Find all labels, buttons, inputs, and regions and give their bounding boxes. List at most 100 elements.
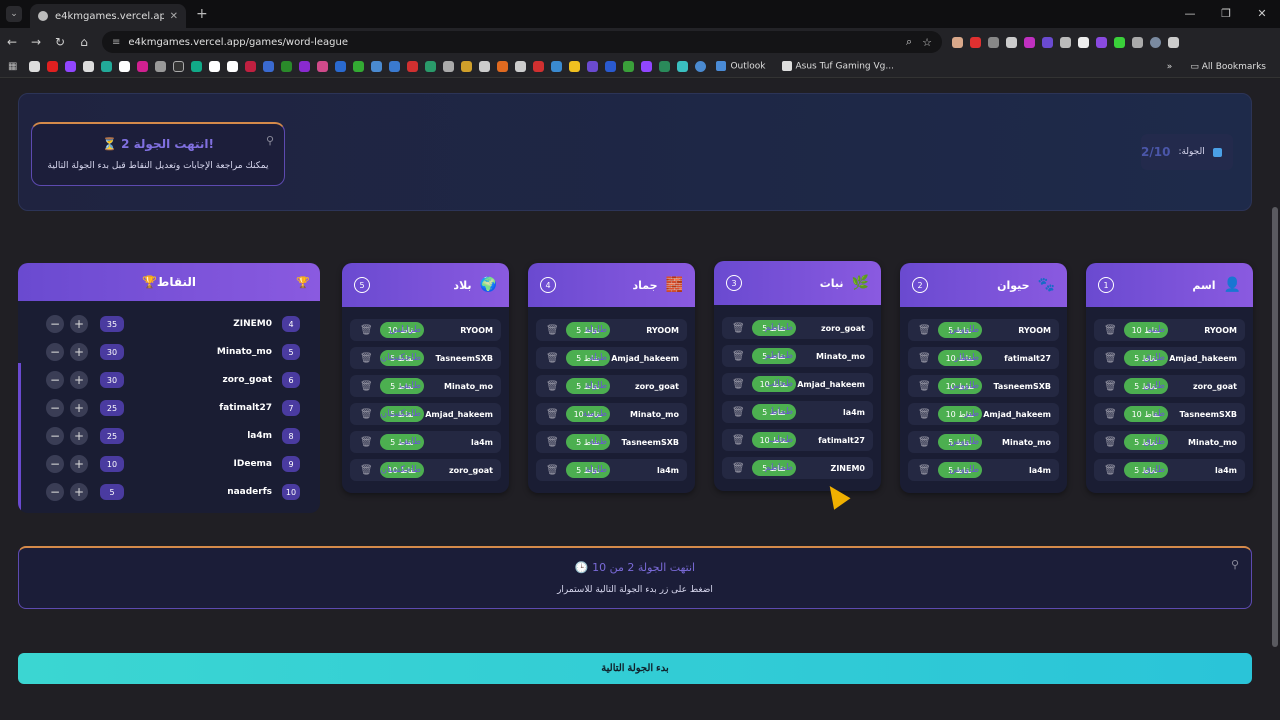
trash-icon[interactable]: 🗑 [918, 436, 931, 448]
points-toggle[interactable]: 5 نقاط [380, 434, 424, 450]
trash-icon[interactable]: 🗑 [918, 352, 931, 364]
trash-icon[interactable]: 🗑 [732, 434, 745, 446]
bookmark-icon[interactable] [101, 61, 113, 72]
bookmark-icon[interactable] [137, 61, 149, 72]
extension-icon[interactable] [970, 36, 981, 48]
bookmark-icon[interactable] [29, 61, 41, 72]
increase-score-button[interactable]: + [70, 455, 88, 473]
trash-icon[interactable]: 🗑 [546, 380, 559, 392]
trash-icon[interactable]: 🗑 [360, 324, 373, 336]
bookmark-icon[interactable] [191, 61, 203, 72]
bookmark-icon[interactable] [353, 61, 365, 72]
extension-icon[interactable] [1096, 36, 1107, 48]
decrease-score-button[interactable]: − [46, 399, 64, 417]
reload-icon[interactable]: ↻ [54, 35, 66, 49]
bookmark-icon[interactable] [533, 61, 545, 72]
decrease-score-button[interactable]: − [46, 483, 64, 501]
points-toggle[interactable]: 10 نقاط [380, 322, 424, 338]
bookmark-icon[interactable] [281, 61, 293, 72]
increase-score-button[interactable]: + [70, 371, 88, 389]
points-toggle[interactable]: 5 نقاط [1124, 462, 1168, 478]
bookmark-icon[interactable] [155, 61, 167, 72]
points-toggle[interactable]: 10 نقاط [938, 406, 982, 422]
points-toggle[interactable]: 10 نقاط [938, 378, 982, 394]
extension-icon[interactable] [952, 36, 963, 48]
points-toggle[interactable]: 5 نقاط [380, 378, 424, 394]
points-toggle[interactable]: 5 نقاط [566, 462, 610, 478]
page-scrollbar[interactable] [1272, 207, 1278, 647]
trash-icon[interactable]: 🗑 [546, 436, 559, 448]
bookmark-icon[interactable] [443, 61, 455, 72]
bookmark-icon[interactable] [47, 61, 59, 72]
all-bookmarks[interactable]: ▭ All Bookmarks [1190, 61, 1266, 72]
trash-icon[interactable]: 🗑 [732, 350, 745, 362]
points-toggle[interactable]: 5 نقاط [1124, 378, 1168, 394]
points-toggle[interactable]: 10 نقاط [752, 376, 796, 392]
points-toggle[interactable]: 5 نقاط [752, 348, 796, 364]
points-toggle[interactable]: 10 نقاط [1124, 406, 1168, 422]
bookmark-icon[interactable] [299, 61, 311, 72]
points-toggle[interactable]: 5 نقاط [752, 404, 796, 420]
bookmark-icon[interactable] [623, 61, 635, 72]
bookmark-icon[interactable] [65, 61, 77, 72]
trash-icon[interactable]: 🗑 [732, 322, 745, 334]
trash-icon[interactable]: 🗑 [1104, 352, 1117, 364]
points-toggle[interactable]: 5 نقاط [566, 434, 610, 450]
bookmark-icon[interactable] [659, 61, 671, 72]
extension-icon[interactable] [1078, 36, 1089, 48]
trash-icon[interactable]: 🗑 [732, 406, 745, 418]
bookmark-icon[interactable] [407, 61, 419, 72]
tab-search-icon[interactable]: ⌄ [6, 6, 22, 22]
bookmark-icon[interactable] [479, 61, 491, 72]
decrease-score-button[interactable]: − [46, 315, 64, 333]
trash-icon[interactable]: 🗑 [732, 378, 745, 390]
increase-score-button[interactable]: + [70, 483, 88, 501]
points-toggle[interactable]: 10 نقاط [1124, 322, 1168, 338]
bookmark-icon[interactable] [263, 61, 275, 72]
trash-icon[interactable]: 🗑 [918, 408, 931, 420]
start-next-round-button[interactable]: بدء الجولة التالية [18, 653, 1252, 684]
trash-icon[interactable]: 🗑 [546, 324, 559, 336]
increase-score-button[interactable]: + [70, 315, 88, 333]
points-toggle[interactable]: 10 نقاط [752, 432, 796, 448]
trash-icon[interactable]: 🗑 [1104, 464, 1117, 476]
extension-icon[interactable] [1060, 36, 1071, 48]
bookmark-icon[interactable] [173, 61, 185, 72]
decrease-score-button[interactable]: − [46, 371, 64, 389]
extension-icon[interactable] [1114, 36, 1125, 48]
extension-icon[interactable] [1006, 36, 1017, 48]
bookmark-icon[interactable] [227, 61, 239, 72]
bookmark-icon[interactable] [587, 61, 599, 72]
points-toggle[interactable]: 10 نقاط [566, 406, 610, 422]
bookmark-icon[interactable] [641, 61, 653, 72]
points-toggle[interactable]: 5 نقاط [938, 434, 982, 450]
bookmark-asus[interactable]: Asus Tuf Gaming Vg... [781, 61, 894, 72]
extension-icon[interactable] [1042, 36, 1053, 48]
minimize-icon[interactable]: — [1184, 7, 1196, 20]
points-toggle[interactable]: 5 نقاط [1124, 434, 1168, 450]
trash-icon[interactable]: 🗑 [360, 380, 373, 392]
restore-icon[interactable]: ❐ [1221, 7, 1231, 20]
close-window-icon[interactable]: ✕ [1257, 7, 1267, 20]
menu-icon[interactable] [1168, 36, 1179, 48]
new-tab-icon[interactable]: + [196, 6, 208, 22]
trash-icon[interactable]: 🗑 [1104, 324, 1117, 336]
points-toggle[interactable]: 5 نقاط [380, 406, 424, 422]
back-icon[interactable]: ← [6, 35, 18, 49]
points-toggle[interactable]: 5 نقاط [1124, 350, 1168, 366]
browser-tab[interactable]: e4kmgames.vercel.app/games/ ✕ [30, 4, 186, 28]
bookmark-icon[interactable] [317, 61, 329, 72]
forward-icon[interactable]: → [30, 35, 42, 49]
bookmarks-overflow-icon[interactable]: » [1166, 61, 1173, 72]
bookmark-icon[interactable] [389, 61, 401, 72]
trash-icon[interactable]: 🗑 [1104, 436, 1117, 448]
trash-icon[interactable]: 🗑 [546, 464, 559, 476]
trash-icon[interactable]: 🗑 [360, 436, 373, 448]
bookmark-icon[interactable] [371, 61, 383, 72]
points-toggle[interactable]: 5 نقاط [380, 350, 424, 366]
bookmark-outlook[interactable]: Outlook [716, 61, 766, 72]
zoom-icon[interactable]: ⌕ [905, 35, 913, 48]
increase-score-button[interactable]: + [70, 343, 88, 361]
trash-icon[interactable]: 🗑 [360, 464, 373, 476]
points-toggle[interactable]: 5 نقاط [938, 322, 982, 338]
